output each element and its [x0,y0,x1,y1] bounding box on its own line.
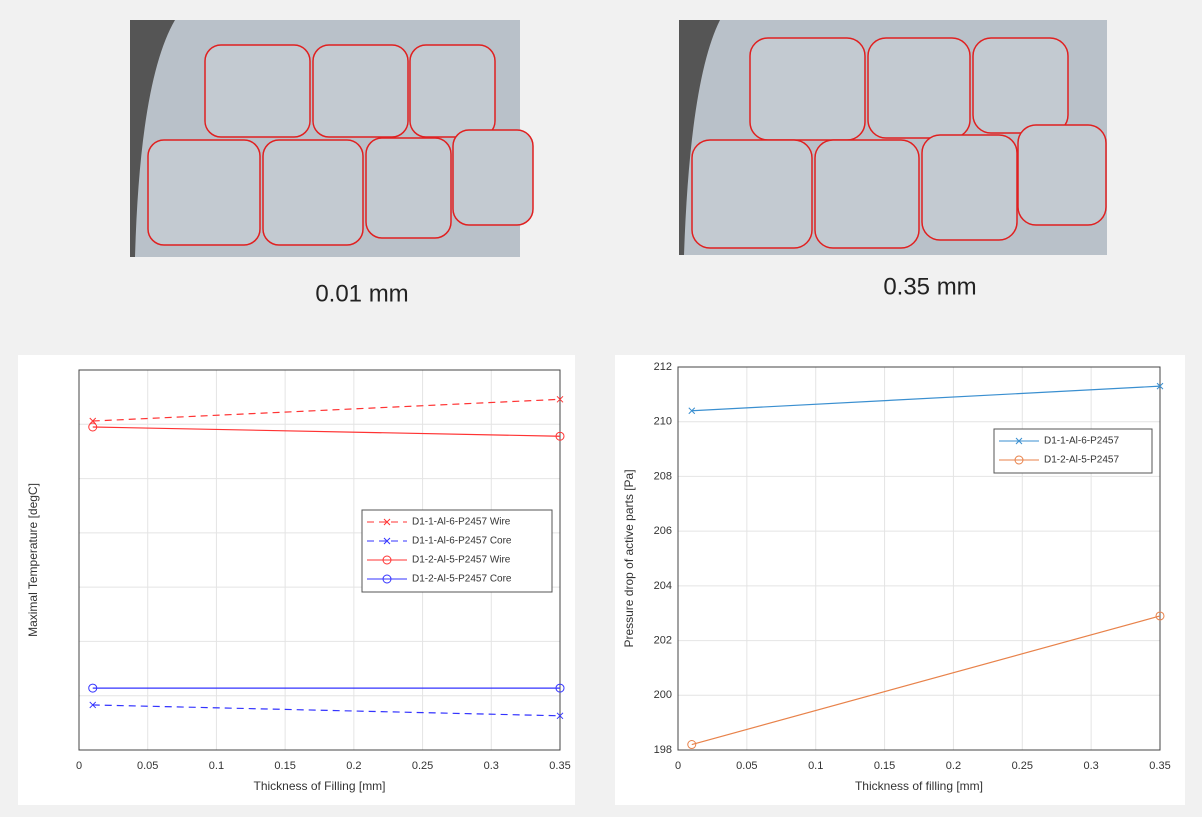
y-axis-label: Maximal Temperature [degC] [26,483,40,637]
y-tick-label: 208 [654,470,672,482]
y-tick-label: 210 [654,416,672,428]
photo-right [679,20,1107,255]
x-tick-label: 0.05 [736,760,757,772]
y-tick-label: 212 [654,361,672,373]
y-axis-label: Pressure drop of active parts [Pa] [622,469,636,647]
legend-label: D1-2-Al-5-P2457 Wire [412,555,511,566]
x-tick-label: 0.2 [346,760,361,772]
x-tick-label: 0.3 [484,760,499,772]
y-tick-label: 202 [654,634,672,646]
x-tick-label: 0.25 [412,760,433,772]
x-tick-label: 0.1 [808,760,823,772]
x-tick-label: 0.35 [549,760,570,772]
photo-left [130,20,533,257]
x-tick-label: 0.15 [874,760,895,772]
legend-label: D1-2-Al-5-P2457 [1044,455,1119,466]
x-tick-label: 0.25 [1012,760,1033,772]
caption: 0.01 mm [315,280,408,307]
chart-panel [615,355,1185,805]
y-tick-label: 200 [654,689,672,701]
x-tick-label: 0.3 [1083,760,1098,772]
legend-label: D1-1-Al-6-P2457 Core [412,536,512,547]
x-tick-label: 0.15 [274,760,295,772]
x-axis-label: Thickness of filling [mm] [855,779,983,793]
x-tick-label: 0 [76,760,82,772]
x-tick-label: 0.1 [209,760,224,772]
x-tick-label: 0.05 [137,760,158,772]
x-tick-label: 0.2 [946,760,961,772]
y-tick-label: 204 [654,580,672,592]
x-tick-label: 0 [675,760,681,772]
x-axis-label: Thickness of Filling [mm] [253,779,385,793]
y-tick-label: 206 [654,525,672,537]
legend-label: D1-1-Al-6-P2457 [1044,436,1119,447]
y-tick-label: 198 [654,744,672,756]
caption: 0.35 mm [883,273,976,300]
slide: 0.01 mm 0.35 mm 0 0.05 0.1 0.15 0.2 0.25 0.3 0.… [0,0,1202,817]
legend-label: D1-1-Al-6-P2457 Wire [412,517,511,528]
legend-label: D1-2-Al-5-P2457 Core [412,574,512,585]
x-tick-label: 0.35 [1149,760,1170,772]
